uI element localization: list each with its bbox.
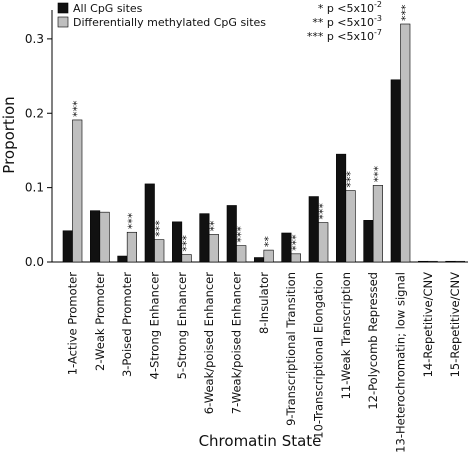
bar-dm-cpg-sites bbox=[318, 222, 329, 263]
bar-all-cpg-sites bbox=[363, 220, 374, 263]
legend-swatch bbox=[57, 16, 69, 28]
significance-label: *** bbox=[399, 4, 412, 21]
significance-label: *** bbox=[289, 234, 302, 251]
x-tick-label: 14-Repetitive/CNV bbox=[421, 272, 435, 378]
bar-dm-cpg-sites bbox=[236, 245, 247, 263]
x-tick-label: 3-Poised Promoter bbox=[120, 272, 134, 377]
bar-all-cpg-sites bbox=[281, 232, 292, 263]
x-tick-label: 12-Polycomb Repressed bbox=[366, 272, 380, 410]
bar-dm-cpg-sites bbox=[181, 254, 192, 263]
y-tick-label: 0.3 bbox=[25, 32, 44, 46]
x-tick-label: 9-Transcriptional Transition bbox=[284, 272, 298, 426]
significance-label: *** bbox=[71, 100, 84, 117]
x-tick-label: 4-Strong Enhancer bbox=[148, 272, 162, 380]
bar-dm-cpg-sites bbox=[454, 260, 465, 263]
significance-label: *** bbox=[344, 171, 357, 188]
bar-dm-cpg-sites bbox=[126, 231, 137, 263]
significance-key-entry: *** p <5x10-7 bbox=[307, 28, 382, 43]
bar-all-cpg-sites bbox=[172, 221, 183, 263]
bar-dm-cpg-sites bbox=[427, 260, 438, 263]
bar-dm-cpg-sites bbox=[208, 234, 219, 263]
significance-label: *** bbox=[125, 212, 138, 229]
significance-label: ** bbox=[207, 220, 220, 232]
bar-all-cpg-sites bbox=[336, 153, 347, 263]
bar-dm-cpg-sites bbox=[372, 185, 383, 263]
bar-dm-cpg-sites bbox=[72, 119, 83, 263]
significance-label: *** bbox=[180, 235, 193, 252]
x-tick-label: 11-Weak Transcription bbox=[339, 272, 353, 399]
bar-all-cpg-sites bbox=[254, 257, 265, 263]
x-tick-label: 1-Active Promoter bbox=[66, 272, 80, 376]
y-tick-label: 0.2 bbox=[25, 106, 44, 120]
bar-dm-cpg-sites bbox=[345, 190, 356, 263]
x-tick-label: 8-Insulator bbox=[257, 272, 271, 334]
significance-label: *** bbox=[317, 203, 330, 220]
bar-dm-cpg-sites bbox=[400, 23, 411, 263]
x-tick-label: 5-Strong Enhancer bbox=[175, 272, 189, 380]
significance-key-entry: * p <5x10-2 bbox=[318, 0, 382, 15]
bar-dm-cpg-sites bbox=[263, 249, 274, 263]
significance-label: *** bbox=[153, 220, 166, 237]
bar-all-cpg-sites bbox=[445, 260, 456, 263]
bar-all-cpg-sites bbox=[62, 230, 73, 263]
significance-key-entry: ** p <5x10-3 bbox=[312, 14, 382, 29]
x-tick-label: 6-Weak/poised Enhancer bbox=[202, 272, 216, 414]
bar-dm-cpg-sites bbox=[99, 211, 110, 263]
x-tick-label: 7-Weak/poised Enhancer bbox=[230, 272, 244, 414]
bar-all-cpg-sites bbox=[90, 210, 101, 263]
bar-dm-cpg-sites bbox=[290, 253, 301, 263]
significance-label: ** bbox=[262, 236, 275, 248]
legend-label: Differentially methylated CpG sites bbox=[73, 16, 266, 29]
bar-all-cpg-sites bbox=[226, 205, 237, 263]
bar-dm-cpg-sites bbox=[154, 239, 165, 263]
x-axis-title: Chromatin State bbox=[199, 432, 322, 450]
significance-label: *** bbox=[371, 165, 384, 182]
x-tick-label: 10-Transcriptional Elongation bbox=[312, 272, 326, 439]
bar-all-cpg-sites bbox=[144, 183, 155, 263]
bar-all-cpg-sites bbox=[418, 260, 429, 263]
significance-label: *** bbox=[235, 226, 248, 243]
x-tick-label: 13-Heterochromatin; low signal bbox=[394, 272, 408, 452]
x-tick-label: 15-Repetitive/CNV bbox=[448, 272, 462, 378]
y-axis-title: Proportion bbox=[0, 96, 18, 173]
bar-all-cpg-sites bbox=[390, 79, 401, 263]
x-tick-label: 2-Weak Promoter bbox=[93, 272, 107, 371]
bar-all-cpg-sites bbox=[117, 255, 128, 263]
y-tick-label: 0.0 bbox=[25, 255, 44, 269]
y-tick-label: 0.1 bbox=[25, 181, 44, 195]
legend-swatch bbox=[57, 2, 69, 14]
legend-label: All CpG sites bbox=[73, 2, 143, 15]
